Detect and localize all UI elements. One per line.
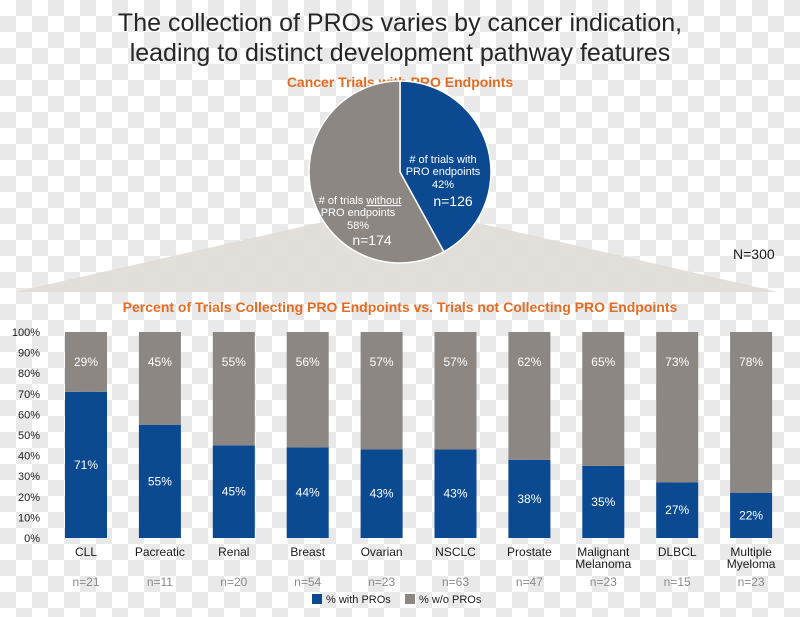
data-label-without-pros: 57% [443,355,467,369]
bar-without-pros [286,332,329,448]
pie-label-with-line-1: # of trials with [409,154,476,166]
pie-label-without-line-1: # of trials without [319,195,402,207]
n-label: n=47 [516,575,543,589]
category-label: DLBCL [658,545,697,559]
bar-with-pros [360,449,403,538]
bar-without-pros [434,332,477,450]
data-label-without-pros: 45% [148,355,172,369]
data-label-without-pros: 57% [370,355,394,369]
pie-pct-without: 58% [347,220,369,232]
legend-label-without-pros: % w/o PROs [419,594,482,606]
data-label-without-pros: 55% [222,355,246,369]
pie-slice-1 [308,80,445,264]
y-tick-label: 10% [18,512,40,524]
n-label: n=23 [738,575,765,589]
bar-with-pros [65,391,107,538]
data-label-without-pros: 65% [591,355,615,369]
n-label: n=11 [147,575,173,589]
category-label: Pacreatic [135,545,185,559]
legend-item-without-pros: % w/o PROs [405,594,481,606]
pie-label-without-text: # of trials [319,195,367,207]
legend-item-with-pros: % with PROs [312,594,391,606]
bar-chart-title: Percent of Trials Collecting PRO Endpoin… [122,299,678,315]
legend-swatch-with-pros [312,594,322,604]
bar-without-pros [65,332,107,392]
bar-without-pros [360,332,403,450]
pie-label-without-underlined: without [365,195,401,207]
data-label-with-pros: 45% [222,485,246,499]
bar-with-pros [582,465,625,538]
y-tick-label: 20% [18,492,40,504]
y-tick-label: 40% [18,451,40,463]
total-count-label: N=300 [733,246,775,262]
y-tick-label: 90% [18,348,40,360]
y-tick-label: 60% [18,409,40,421]
pie-n-with: n=126 [433,193,473,209]
bar-without-pros [656,332,699,483]
data-label-with-pros: 43% [370,487,394,501]
category-label: Ovarian [361,545,403,559]
n-label: n=23 [590,575,617,589]
bar-with-pros [656,482,699,538]
pie-pct-with: 42% [432,179,454,191]
bar-with-pros [730,492,773,538]
bar-with-pros [212,445,255,538]
data-label-with-pros: 71% [74,458,98,472]
n-label: n=23 [368,575,395,589]
y-tick-label: 80% [18,368,40,380]
category-label: NSCLC [435,545,476,559]
n-label: n=21 [72,575,99,589]
legend-label-with-pros: % with PROs [326,594,391,606]
category-label: Malignant [577,545,630,559]
page-title-line-2: leading to distinct development pathway … [129,39,671,67]
data-label-with-pros: 43% [443,487,467,501]
data-label-with-pros: 55% [148,474,172,488]
category-label: Breast [290,545,325,559]
data-label-without-pros: 78% [739,355,763,369]
bar-with-pros [286,447,329,538]
n-label: n=54 [294,575,321,589]
data-label-without-pros: 73% [665,355,689,369]
pie-n-without: n=174 [352,232,392,248]
data-label-with-pros: 38% [517,492,541,506]
n-label: n=63 [442,575,469,589]
y-tick-label: 70% [18,389,40,401]
data-label-without-pros: 62% [517,355,541,369]
data-label-with-pros: 44% [296,486,320,500]
y-tick-label: 30% [18,471,40,483]
data-label-without-pros: 56% [296,355,320,369]
data-label-without-pros: 29% [74,355,98,369]
legend-swatch-without-pros [405,594,415,604]
bar-without-pros [212,332,255,446]
data-label-with-pros: 27% [665,503,689,517]
bar-without-pros [138,332,181,425]
category-label: CLL [75,545,97,559]
pie-label-without-line-2: PRO endpoints [321,207,396,219]
y-tick-label: 50% [18,430,40,442]
bar-with-pros [508,459,551,538]
category-label: Multiple [730,545,772,559]
category-label: Prostate [507,545,552,559]
y-tick-label: 0% [24,533,40,545]
y-tick-label: 100% [12,327,40,339]
data-label-with-pros: 22% [739,508,763,522]
pie-slice-0 [399,80,492,253]
n-label: n=20 [220,575,247,589]
data-label-with-pros: 35% [591,495,615,509]
bar-with-pros [434,449,477,538]
bar-with-pros [138,424,181,538]
category-label: Renal [218,545,249,559]
category-label: Myeloma [727,557,776,571]
bar-without-pros [508,332,551,460]
category-label: Melanoma [575,557,631,571]
pie-label-with-line-2: PRO endpoints [406,166,481,178]
bar-without-pros [730,332,773,493]
bar-without-pros [582,332,625,466]
n-label: n=15 [664,575,691,589]
page-title-line-1: The collection of PROs varies by cancer … [117,9,683,37]
